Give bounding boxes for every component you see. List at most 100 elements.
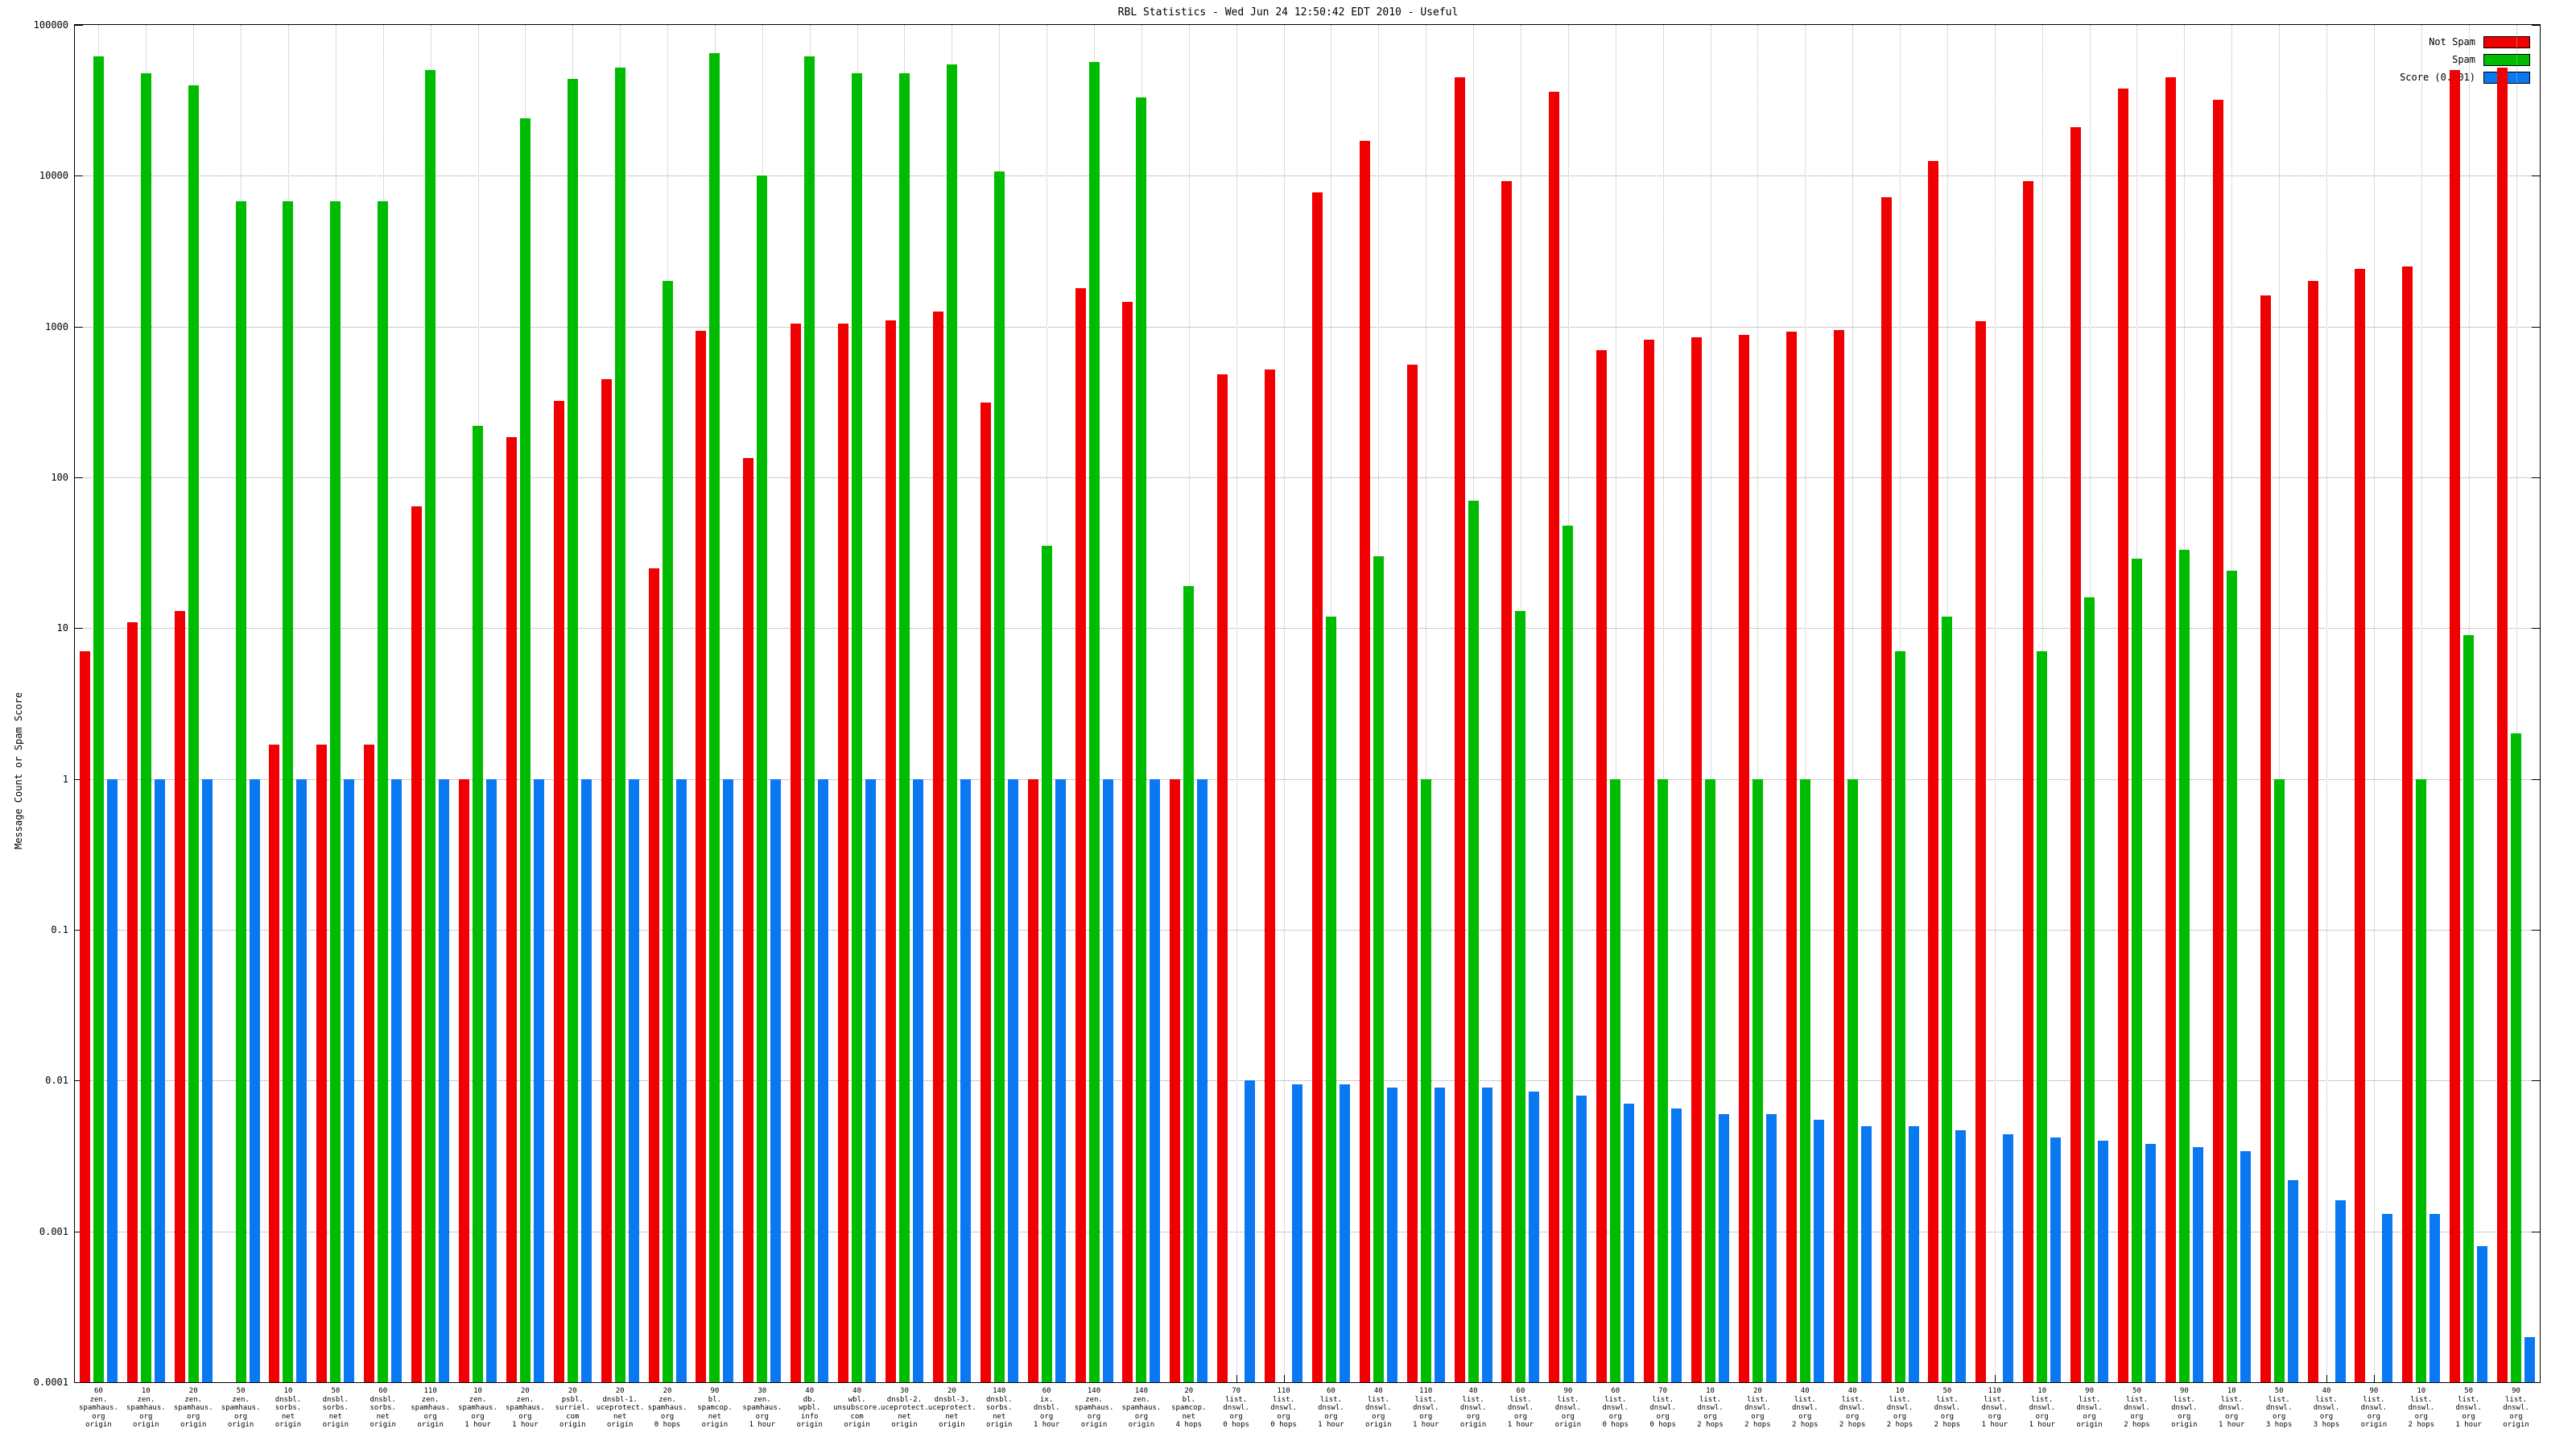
bar-score: [2382, 1214, 2393, 1382]
x-tick-label: 110 list. dnswl. org 0 hops: [1260, 1387, 1307, 1430]
x-tick-label-line: spamhaus.: [1074, 1404, 1114, 1412]
x-tick-label-line: dnswl.: [1602, 1404, 1629, 1412]
bar-not-spam: [1691, 336, 1703, 1382]
x-tick-label: 40 wbl. unsubscore. com origin: [833, 1387, 881, 1430]
legend-swatch-spam-icon: [2483, 53, 2530, 66]
y-tick-mark: [2532, 175, 2540, 177]
x-tick-label-line: 40: [2322, 1387, 2331, 1395]
x-tick-label: 20 zen. spamhaus. org 0 hops: [644, 1387, 691, 1430]
x-tick-label-line: origin: [844, 1421, 870, 1429]
bar-not-spam: [1122, 302, 1133, 1382]
x-tick-label-line: origin: [939, 1421, 965, 1429]
x-tick-label-line: 30: [900, 1387, 909, 1395]
bar-score: [818, 778, 829, 1382]
x-tick-label-line: 4 hops: [1175, 1421, 1203, 1429]
x-tick-label-line: org: [187, 1412, 200, 1421]
x-tick-label-line: dnswl.: [1934, 1404, 1961, 1412]
x-tick-label: 110 list. dnswl. org 1 hour: [1402, 1387, 1450, 1430]
bar-not-spam: [2212, 99, 2223, 1382]
legend-label-score: Score (0.001): [2400, 72, 2475, 83]
bar-not-spam: [2070, 126, 2082, 1382]
x-tick-label: 60 dnsbl. sorbs. net origin: [359, 1387, 407, 1430]
x-tick-label-line: 1 hour: [512, 1421, 539, 1429]
x-tick-label-line: 90: [2369, 1387, 2379, 1395]
x-tick-label-line: 60: [1516, 1387, 1525, 1395]
bar-score: [2334, 1200, 2346, 1382]
x-tick-label-line: list.: [1509, 1395, 1532, 1404]
x-tick-label-line: list.: [1794, 1395, 1816, 1404]
x-tick-label-line: spamhaus.: [221, 1404, 261, 1412]
x-tick-label: 90 list. dnswl. org origin: [2350, 1387, 2397, 1430]
bar-score: [1007, 778, 1018, 1382]
x-tick-label-line: origin: [1080, 1421, 1108, 1429]
y-tick-mark: [2532, 778, 2540, 780]
bar-spam: [662, 281, 673, 1382]
x-tick-label-line: list.: [1273, 1395, 1295, 1404]
bar-not-spam: [1549, 92, 1560, 1382]
x-tick-label-line: list.: [1841, 1395, 1864, 1404]
x-tick-label: 50 dnsbl. sorbs. net origin: [312, 1387, 359, 1430]
y-tick-mark: [75, 778, 83, 780]
bar-score: [344, 778, 355, 1382]
bar-score: [106, 778, 118, 1382]
x-tick-label: 10 list. dnswl. org 2 hops: [2397, 1387, 2445, 1430]
x-tick-label-line: org: [1277, 1412, 1290, 1421]
bar-not-spam: [1833, 329, 1844, 1382]
bar-score: [2287, 1179, 2298, 1382]
x-tick-label-line: 2 hops: [1744, 1421, 1771, 1429]
bar-spam: [1894, 651, 1905, 1382]
x-tick-label-line: list.: [2031, 1395, 2054, 1404]
x-tick-label-line: net: [1182, 1412, 1195, 1421]
x-tick-mark: [2326, 1375, 2328, 1382]
x-tick-label-line: com: [566, 1412, 580, 1421]
x-tick-label-line: 90: [2179, 1387, 2189, 1395]
x-tick-label-line: list.: [2220, 1395, 2243, 1404]
bar-spam: [898, 72, 910, 1382]
x-tick-label-line: org: [1372, 1412, 1385, 1421]
bar-score: [580, 778, 592, 1382]
chart-title: RBL Statistics - Wed Jun 24 12:50:42 EDT…: [1117, 6, 1459, 19]
x-tick-label-line: 1 hour: [464, 1421, 491, 1429]
x-tick-label-line: org: [471, 1412, 485, 1421]
bar-not-spam: [459, 778, 470, 1382]
bar-not-spam: [1217, 374, 1228, 1382]
h-gridline: [75, 477, 2540, 478]
bar-spam: [1515, 611, 1526, 1382]
x-tick-label-line: org: [1656, 1412, 1670, 1421]
bar-not-spam: [838, 323, 849, 1382]
x-tick-label-line: spamcop.: [697, 1404, 733, 1412]
y-tick-label: 100000: [33, 19, 68, 31]
x-tick-label-line: net: [708, 1412, 722, 1421]
bar-not-spam: [2165, 76, 2176, 1382]
x-tick-label-line: net: [376, 1412, 390, 1421]
bar-score: [770, 778, 782, 1382]
x-tick-label-line: dnswl.: [2455, 1404, 2482, 1412]
x-tick-label-line: ix.: [1039, 1395, 1054, 1404]
x-tick-label: 90 list. dnswl. org origin: [2066, 1387, 2113, 1430]
x-tick-label-line: bl.: [1182, 1395, 1195, 1404]
x-tick-label-line: dnsbl-1.: [602, 1395, 638, 1404]
x-tick-label-line: 110: [1419, 1387, 1433, 1395]
x-tick-label-line: zen.: [753, 1395, 771, 1404]
x-tick-label: 50 list. dnswl. org 3 hops: [2256, 1387, 2303, 1430]
bar-spam: [2226, 571, 2237, 1382]
bar-not-spam: [1738, 335, 1749, 1382]
bar-not-spam: [885, 320, 896, 1382]
x-tick-label-line: sorbs.: [369, 1404, 396, 1412]
bar-spam: [1183, 586, 1195, 1382]
x-tick-label-line: origin: [133, 1421, 159, 1429]
x-tick-label-line: list.: [1462, 1395, 1484, 1404]
x-tick-label-line: origin: [2171, 1421, 2198, 1429]
bar-spam: [2131, 558, 2142, 1382]
y-tick-mark: [2532, 1382, 2540, 1383]
x-tick-label-line: dnswl.: [1744, 1404, 1771, 1412]
x-tick-label-line: net: [328, 1412, 342, 1421]
x-tick-label-line: 1 hour: [1507, 1421, 1534, 1429]
x-tick-label-line: dnsbl.: [275, 1395, 302, 1404]
x-tick-label-line: org: [2272, 1412, 2286, 1421]
x-tick-label: 70 list. dnswl. org 0 hops: [1639, 1387, 1686, 1430]
v-gridline: [2279, 25, 2281, 1382]
v-gridline: [1852, 25, 1854, 1382]
x-tick-label-line: spamhaus.: [1121, 1404, 1162, 1412]
x-tick-label-line: uceprotect.: [881, 1404, 929, 1412]
